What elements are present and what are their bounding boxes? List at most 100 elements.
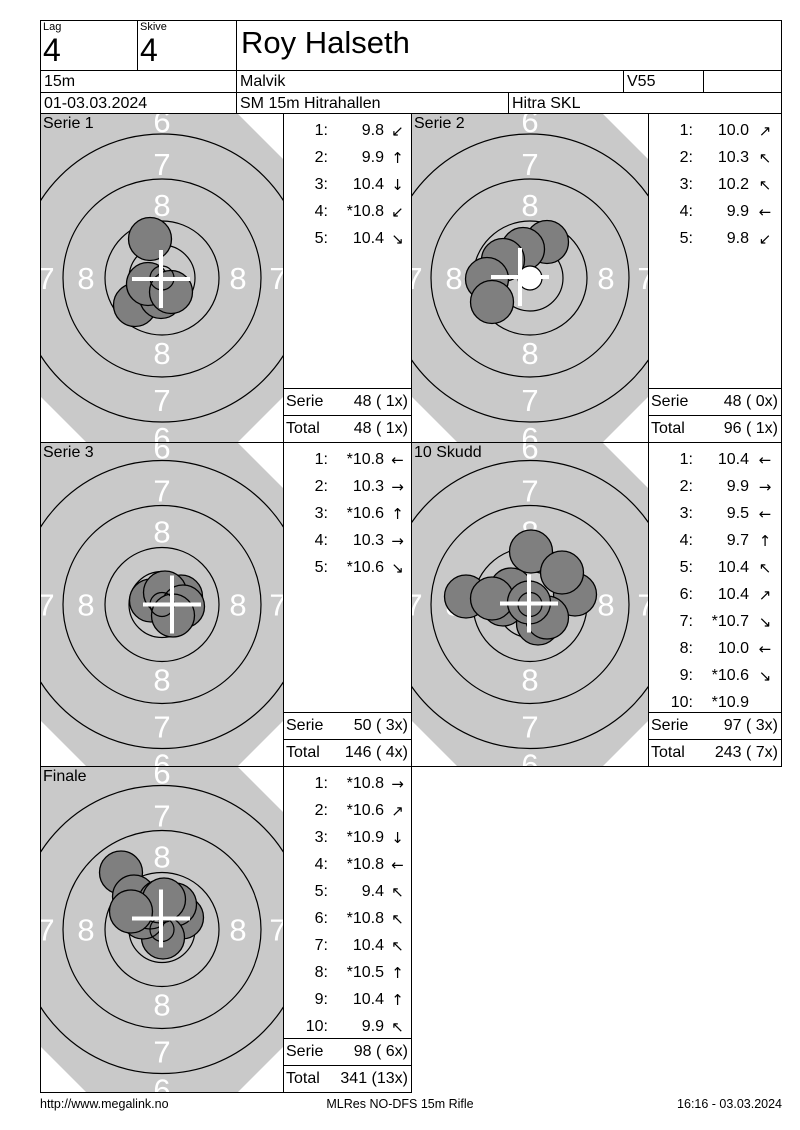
shot-number: 5: <box>679 558 693 576</box>
target-ring <box>41 784 283 1075</box>
score-panel-serie-2: 1: 10.0 ↗ 2: 10.3 ↖ 3: 10.2 ↖ 4: 9.9 ← 5: 9.8 ↙ Serie … <box>648 113 782 443</box>
shot-row: 2: *10.6 ↗ <box>284 797 411 824</box>
shot-number: 7: <box>314 937 328 955</box>
shot-value: 9.9 <box>726 202 749 220</box>
shot-direction-arrow-icon: → <box>391 531 404 550</box>
ring-number-label: 7 <box>637 261 648 296</box>
club-cell: Malvik <box>236 70 624 93</box>
shot-number: 9: <box>679 667 693 685</box>
shooter-name-cell: Roy Halseth <box>236 20 782 71</box>
shot-number: 6: <box>679 586 693 604</box>
target-ring <box>62 178 262 378</box>
target-ring <box>104 546 220 663</box>
shot-list: 1: 10.0 ↗ 2: 10.3 ↖ 3: 10.2 ↖ 4: 9.9 ← 5: 9.8 ↙ <box>649 114 781 388</box>
score-panel-10-skudd: 1: 10.4 ← 2: 9.9 → 3: 9.5 ← 4: 9.7 ↑ 5: 10.4 ↖ 6: 10.4 ↗ 7… <box>648 442 782 767</box>
shot-number: 4: <box>679 202 693 220</box>
shot-row: 4: *10.8 ← <box>284 851 411 878</box>
shot-value: *10.6 <box>711 667 749 685</box>
shot-hole <box>469 576 515 621</box>
ring-number-label: 8 <box>153 840 170 875</box>
shot-number: 8: <box>679 640 693 658</box>
ring-number-label: 7 <box>412 261 423 296</box>
shot-number: 3: <box>679 504 693 522</box>
ring-number-label: 8 <box>521 188 538 223</box>
total-label: Total <box>286 1070 320 1087</box>
shot-row: 1: 9.8 ↙ <box>284 117 411 144</box>
ring-number-label: 8 <box>153 336 170 371</box>
shot-value: *10.8 <box>346 855 384 873</box>
ring-number-label: 8 <box>229 588 246 623</box>
ring-number-label: 7 <box>269 588 283 623</box>
skive-value: 4 <box>140 32 158 68</box>
total-label: Total <box>286 420 320 437</box>
ring-number-label: 7 <box>412 588 423 623</box>
serie-sum-row: Serie 48 ( 0x) <box>649 388 781 415</box>
ring-number-label: 7 <box>521 383 538 418</box>
shot-value: 9.9 <box>361 148 384 166</box>
ring-number-label: 6 <box>153 1073 170 1093</box>
ring-number-label: 6 <box>153 421 170 442</box>
ring-number-label: 8 <box>597 261 614 296</box>
ring-number-label: 6 <box>521 748 538 767</box>
serie-sum-row: Serie 98 ( 6x) <box>284 1038 411 1065</box>
total-label: Total <box>651 420 685 437</box>
target-ring <box>430 178 630 378</box>
shot-row: 3: 10.4 ↓ <box>284 171 411 198</box>
target-ring <box>412 459 648 750</box>
shot-direction-arrow-icon: ← <box>758 450 772 469</box>
shot-number: 5: <box>314 882 328 900</box>
shot-value: 10.4 <box>352 229 384 247</box>
shot-row: 1: *10.8 ← <box>284 446 411 473</box>
shot-value: 9.8 <box>361 121 384 139</box>
ring-number-label: 6 <box>153 748 170 767</box>
target-svg: 6788877876 <box>412 443 648 766</box>
shot-number: 3: <box>314 175 328 193</box>
shot-number: 9: <box>314 991 328 1009</box>
shot-number: 1: <box>314 774 328 792</box>
ring-number-label: 8 <box>77 588 94 623</box>
ring-number-label: 7 <box>637 588 648 623</box>
total-value: 146 ( 4x) <box>344 744 408 761</box>
target-ring <box>62 829 262 1030</box>
shot-value: *10.8 <box>346 450 384 468</box>
shot-direction-arrow-icon: ↑ <box>391 504 404 523</box>
shot-row: 2: 9.9 ↑ <box>284 144 411 171</box>
shot-direction-arrow-icon: ↖ <box>391 910 404 929</box>
shot-value: 10.4 <box>717 450 749 468</box>
serie-value: 98 ( 6x) <box>353 1043 408 1060</box>
ring-number-label: 7 <box>153 799 170 834</box>
target-svg: 6788877876 <box>41 114 283 442</box>
total-sum-row: Total 341 (13x) <box>284 1065 411 1092</box>
shot-direction-arrow-icon: ↑ <box>758 531 772 550</box>
shot-direction-arrow-icon: ← <box>391 450 404 469</box>
total-value: 48 ( 1x) <box>353 420 408 437</box>
shot-number: 2: <box>679 148 693 166</box>
empty-cell <box>703 70 782 93</box>
shot-row: 8: *10.5 ↑ <box>284 960 411 987</box>
shot-value: 9.8 <box>726 229 749 247</box>
ring-number-label: 7 <box>153 147 170 182</box>
shot-list: 1: 10.4 ← 2: 9.9 → 3: 9.5 ← 4: 9.7 ↑ 5: 10.4 ↖ 6: 10.4 ↗ 7… <box>649 443 781 712</box>
ring-number-label: 6 <box>521 443 538 466</box>
shot-row: 4: 10.3 → <box>284 527 411 554</box>
ring-number-label: 8 <box>153 988 170 1023</box>
shot-direction-arrow-icon: ↘ <box>391 229 404 248</box>
shot-direction-arrow-icon: ↑ <box>391 148 404 167</box>
shot-value: 10.3 <box>717 148 749 166</box>
shot-row: 2: 10.3 ↖ <box>649 144 781 171</box>
lag-cell: Lag 4 <box>40 20 138 71</box>
shot-list: 1: 9.8 ↙ 2: 9.9 ↑ 3: 10.4 ↓ 4: *10.8 ↙ 5: 10.4 ↘ <box>284 114 411 388</box>
target-serie-2: 6788877876 Serie 2 <box>411 113 649 443</box>
shot-row: 3: 10.2 ↖ <box>649 171 781 198</box>
skive-label: Skive <box>140 21 167 33</box>
shot-number: 10: <box>670 694 693 712</box>
shot-value: *10.6 <box>346 504 384 522</box>
shot-value: 9.9 <box>361 1018 384 1036</box>
shot-value: 9.7 <box>726 531 749 549</box>
shot-row: 1: *10.8 → <box>284 770 411 797</box>
shot-direction-arrow-icon: ← <box>758 640 772 659</box>
ring-number-label: 7 <box>41 588 55 623</box>
shot-direction-arrow-icon: ↑ <box>391 991 404 1010</box>
ring-number-label: 6 <box>153 114 170 139</box>
